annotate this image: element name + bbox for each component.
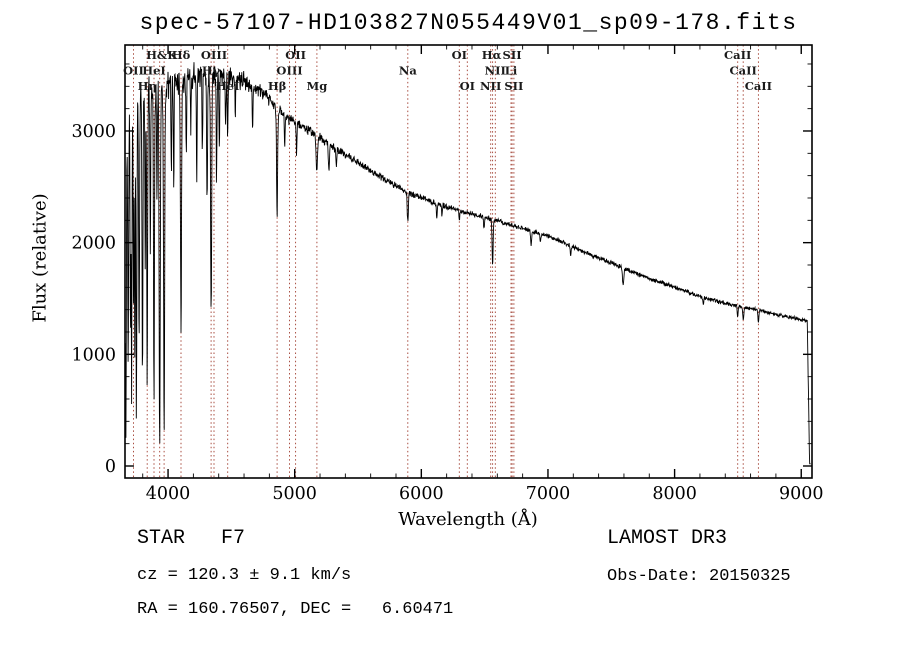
y-tick-label: 1000 xyxy=(71,345,116,365)
spectral-line-label: SII xyxy=(504,79,523,93)
plot-frame xyxy=(124,44,813,479)
spectral-line-label: CaII xyxy=(730,64,757,78)
y-tick-label: 0 xyxy=(105,457,116,477)
spectral-line-label: Hβ xyxy=(268,79,287,93)
spectral-line-label: OI xyxy=(460,79,475,93)
spectral-line-label: OI xyxy=(452,48,467,62)
spectral-line-label: OIII xyxy=(276,64,302,78)
ra-dec-text: RA = 160.76507, DEC = 6.60471 xyxy=(137,600,454,619)
y-tick-label: 2000 xyxy=(71,234,116,254)
x-tick-label: 4000 xyxy=(146,484,191,504)
spectral-line-label: CaII xyxy=(724,48,751,62)
object-class-text: STAR F7 xyxy=(137,527,246,550)
survey-text: LAMOST DR3 xyxy=(607,527,728,550)
spectral-line-label: Hδ xyxy=(172,48,191,62)
x-tick-label: 9000 xyxy=(779,484,824,504)
x-tick-label: 8000 xyxy=(652,484,697,504)
spectral-line-label: OIII xyxy=(201,48,227,62)
spectral-line-label: Hγ xyxy=(202,64,221,78)
spectral-line-label: Li xyxy=(505,64,518,78)
spectral-line-label: NII xyxy=(480,79,501,93)
spectral-line-label: HeI xyxy=(216,79,240,93)
spectral-line-label: Hη xyxy=(138,79,157,93)
x-axis-label: Wavelength (Å) xyxy=(398,509,538,530)
spectral-line-label: Na xyxy=(399,64,418,78)
plot-title: spec-57107-HD103827N055449V01_sp09-178.f… xyxy=(139,10,798,36)
spectral-line-label: Mg xyxy=(307,79,328,93)
x-tick-label: 5000 xyxy=(272,484,317,504)
spectral-line-label: OII xyxy=(123,64,144,78)
x-tick-label: 6000 xyxy=(399,484,444,504)
obs-date-text: Obs-Date: 20150325 xyxy=(607,567,791,586)
spectral-line-label: CaII xyxy=(745,79,772,93)
spectrum-trace xyxy=(124,62,811,465)
spectral-line-label: H&K xyxy=(146,48,178,62)
y-tick-label: 3000 xyxy=(71,122,116,142)
cz-text: cz = 120.3 ± 9.1 km/s xyxy=(137,566,352,585)
x-tick-label: 7000 xyxy=(526,484,571,504)
y-axis-label: Flux (relative) xyxy=(29,193,51,323)
spectral-line-label: OII xyxy=(285,48,306,62)
spectral-line-label: NII xyxy=(485,64,506,78)
spectral-line-label: Hα xyxy=(482,48,502,62)
spectral-line-label: SII xyxy=(503,48,522,62)
spectral-line-label: HeI xyxy=(142,64,166,78)
